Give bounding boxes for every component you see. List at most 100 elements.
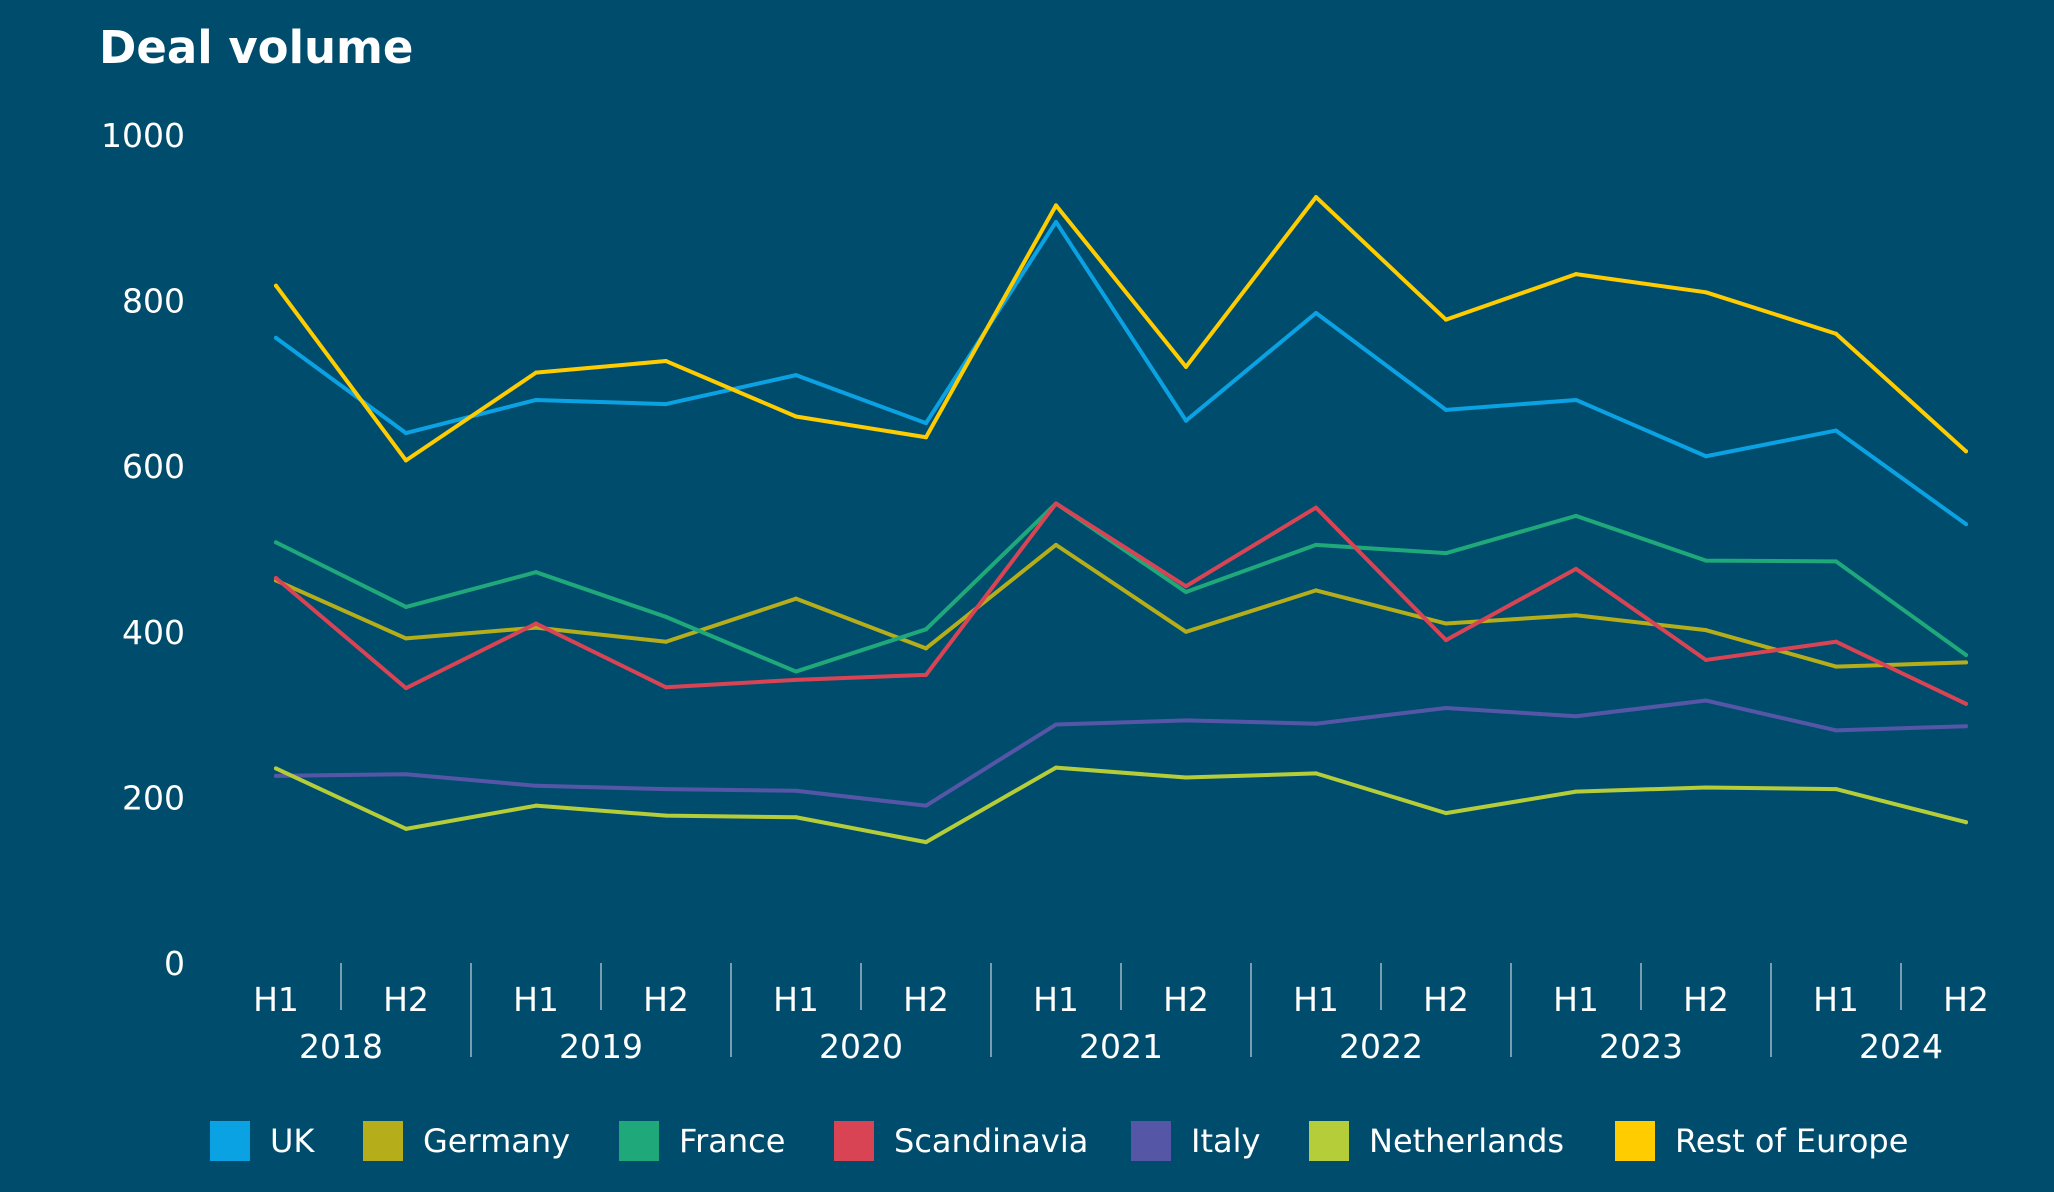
x-tick-year-label: 2021 [1079,1027,1163,1066]
legend-item-france: France [619,1121,785,1161]
chart-title: Deal volume [99,21,413,74]
data-point [924,646,928,651]
x-tick-year-label: 2019 [559,1027,643,1066]
data-point [1964,701,1968,706]
data-point [1314,311,1318,316]
y-tick-label: 1000 [101,116,185,155]
legend-label: Italy [1191,1122,1260,1160]
data-point [1704,698,1708,703]
series-lines [274,195,1968,845]
x-tick-half-label: H2 [1943,980,1989,1019]
data-point [1054,722,1058,727]
data-point [794,414,798,419]
data-point [274,766,278,771]
data-point [1574,613,1578,618]
legend-item-uk: UK [210,1121,315,1161]
data-point [1704,785,1708,790]
x-tick-half-label: H2 [383,980,429,1019]
data-point [1964,724,1968,729]
legend-swatch [1309,1121,1349,1161]
x-tick-half-label: H1 [1553,980,1599,1019]
legend-label: UK [270,1122,315,1160]
data-point [794,669,798,674]
series-rest-of-europe [274,195,1968,463]
series-scandinavia [274,501,1968,706]
data-point [664,614,668,619]
series-line [274,501,1968,674]
series-line [274,698,1968,808]
x-tick-half-label: H2 [903,980,949,1019]
data-point [664,685,668,690]
y-tick-label: 400 [122,613,185,652]
series-line [274,219,1968,527]
data-point [924,672,928,677]
series-uk [274,219,1968,527]
data-point [1834,664,1838,669]
data-point [1314,588,1318,593]
data-point [1964,820,1968,825]
data-point [1054,542,1058,547]
data-point [534,621,538,626]
data-point [1314,771,1318,776]
data-point [1964,522,1968,527]
data-point [1444,811,1448,816]
legend-label: Germany [423,1122,570,1160]
data-point [794,373,798,378]
data-point [1444,317,1448,322]
data-point [534,570,538,575]
data-point [1704,454,1708,459]
series-line [274,501,1968,706]
legend-swatch [834,1121,874,1161]
series-italy [274,698,1968,808]
data-point [1444,407,1448,412]
x-tick-half-label: H2 [1163,980,1209,1019]
y-tick-label: 200 [122,778,185,817]
x-tick-half-label: H2 [1423,980,1469,1019]
data-point [1574,513,1578,518]
data-point [1704,290,1708,295]
series-line [274,195,1968,463]
series-line [274,542,1968,669]
legend-item-italy: Italy [1131,1121,1260,1161]
data-point [1184,364,1188,369]
series-netherlands [274,765,1968,845]
legend-swatch [363,1121,403,1161]
data-point [664,402,668,407]
series-france [274,501,1968,674]
legend-item-germany: Germany [363,1121,570,1161]
data-point [1184,590,1188,595]
legend-swatch [1131,1121,1171,1161]
data-point [1054,501,1058,506]
x-tick-year-label: 2024 [1859,1027,1943,1066]
legend-label: Scandinavia [894,1122,1088,1160]
data-point [1444,705,1448,710]
data-point [1834,559,1838,564]
data-point [1574,566,1578,571]
data-point [924,421,928,426]
legend-item-netherlands: Netherlands [1309,1121,1564,1161]
data-point [1834,331,1838,336]
data-point [1314,721,1318,726]
data-point [1574,714,1578,719]
data-point [794,788,798,793]
data-point [1574,789,1578,794]
data-point [534,783,538,788]
x-tick-half-label: H1 [773,980,819,1019]
data-point [794,677,798,682]
data-point [1834,787,1838,792]
data-point [404,431,408,436]
data-point [664,359,668,364]
data-point [404,686,408,691]
legend-item-rest-of-europe: Rest of Europe [1615,1121,1908,1161]
legend-label: Rest of Europe [1675,1122,1908,1160]
data-point [1054,765,1058,770]
legend-item-scandinavia: Scandinavia [834,1121,1088,1161]
x-tick-half-label: H1 [1813,980,1859,1019]
series-line [274,765,1968,845]
series-germany [274,542,1968,669]
data-point [1704,628,1708,633]
data-point [534,803,538,808]
data-point [924,627,928,632]
data-point [274,773,278,778]
